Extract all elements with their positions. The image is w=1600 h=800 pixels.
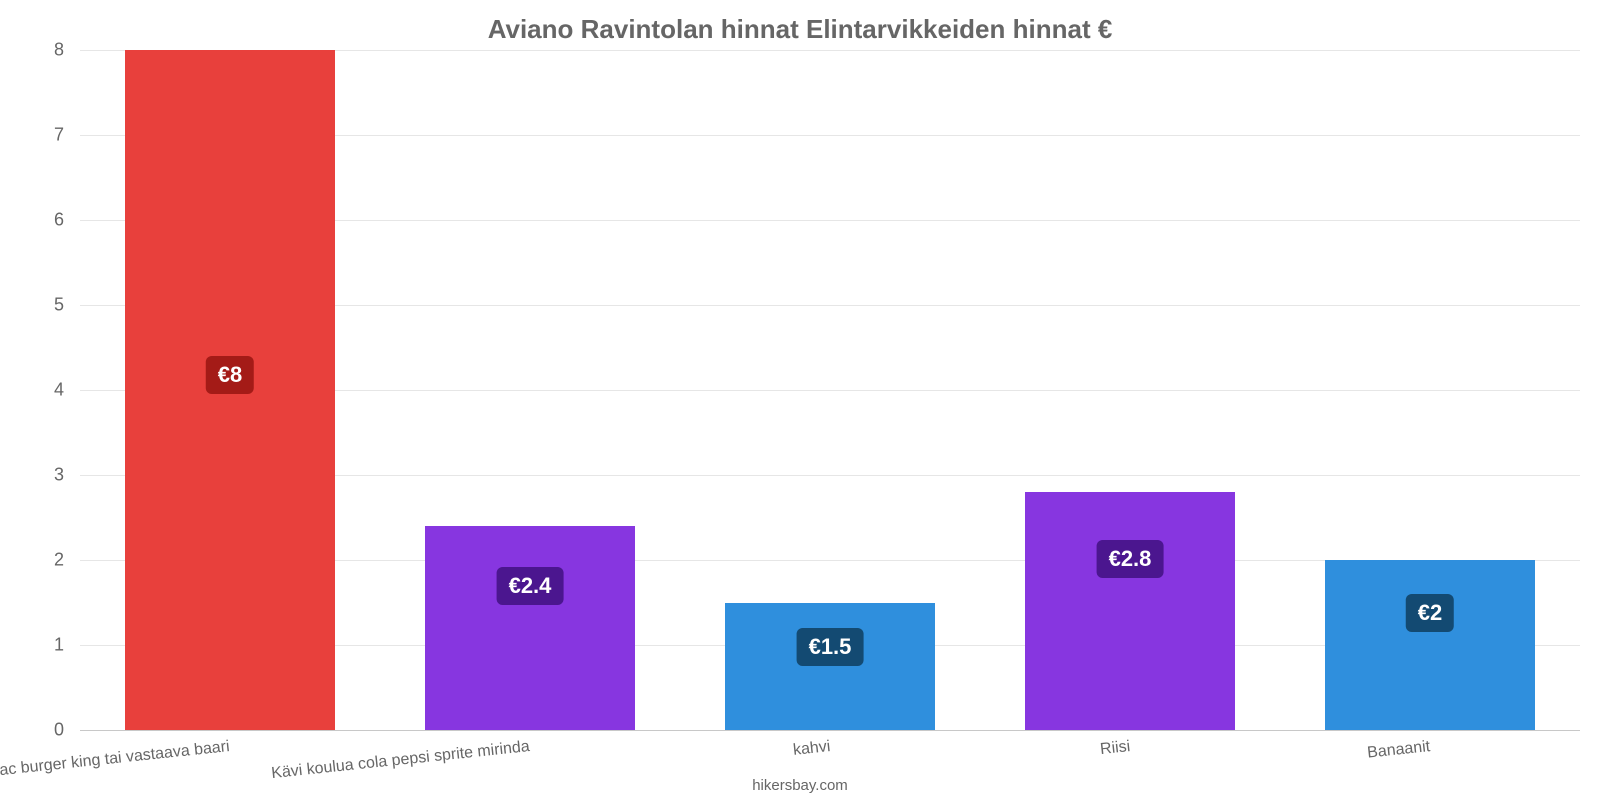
bar	[1025, 492, 1235, 730]
y-tick-label: 5	[54, 295, 64, 316]
chart-title: Aviano Ravintolan hinnat Elintarvikkeide…	[0, 14, 1600, 45]
bar-value-label: €2.8	[1097, 540, 1164, 578]
y-axis-labels: 012345678	[0, 50, 70, 730]
x-tick-label: Banaanit	[1366, 738, 1431, 763]
bar	[725, 603, 935, 731]
x-axis-labels: mac burger king tai vastaava baariKävi k…	[80, 732, 1580, 782]
bar	[425, 526, 635, 730]
bar-value-label: €8	[206, 356, 254, 394]
bar-value-label: €2	[1406, 594, 1454, 632]
price-bar-chart: Aviano Ravintolan hinnat Elintarvikkeide…	[0, 0, 1600, 800]
y-tick-label: 6	[54, 210, 64, 231]
bar-value-label: €2.4	[497, 567, 564, 605]
grid-line	[80, 730, 1580, 731]
chart-credit: hikersbay.com	[0, 777, 1600, 794]
y-tick-label: 0	[54, 720, 64, 741]
x-tick-label: mac burger king tai vastaava baari	[0, 738, 231, 781]
y-tick-label: 7	[54, 125, 64, 146]
x-tick-label: kahvi	[792, 738, 831, 760]
y-tick-label: 8	[54, 40, 64, 61]
x-tick-label: Riisi	[1099, 738, 1131, 759]
plot-area: €8 €2.4 €1.5 €2.8 €2	[80, 50, 1580, 730]
y-tick-label: 3	[54, 465, 64, 486]
y-tick-label: 4	[54, 380, 64, 401]
bar-value-label: €1.5	[797, 628, 864, 666]
y-tick-label: 2	[54, 550, 64, 571]
y-tick-label: 1	[54, 635, 64, 656]
bar	[1325, 560, 1535, 730]
